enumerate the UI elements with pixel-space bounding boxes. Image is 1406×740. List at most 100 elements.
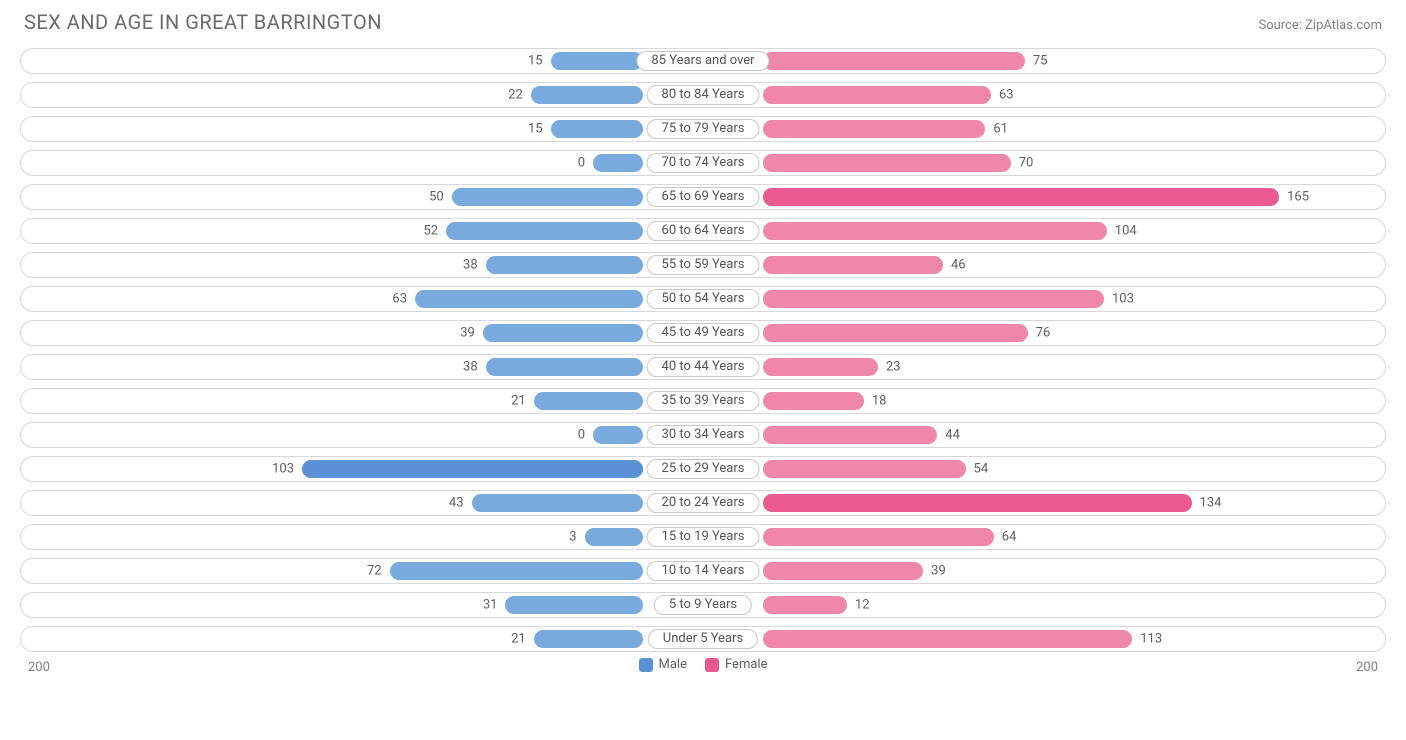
female-bar <box>763 222 1107 240</box>
pyramid-row: 22 63 80 to 84 Years <box>20 82 1386 108</box>
female-bar <box>763 630 1132 648</box>
pyramid-row: 21113Under 5 Years <box>20 626 1386 652</box>
male-bar <box>551 52 643 70</box>
female-value-label: 113 <box>1140 632 1162 647</box>
male-value-label: 39 <box>460 326 475 341</box>
male-bar <box>593 154 643 172</box>
male-bar <box>486 256 643 274</box>
male-bar <box>534 630 643 648</box>
pyramid-row: 15 61 75 to 79 Years <box>20 116 1386 142</box>
male-bar <box>585 528 643 546</box>
female-bar <box>763 494 1192 512</box>
pyramid-row: 04430 to 34 Years <box>20 422 1386 448</box>
female-value-label: 64 <box>1002 530 1017 545</box>
male-bar <box>531 86 643 104</box>
age-group-label: 65 to 69 Years <box>647 187 760 207</box>
male-bar <box>593 426 643 444</box>
age-group-label: 10 to 14 Years <box>647 561 760 581</box>
female-bar <box>763 86 991 104</box>
female-bar <box>763 188 1279 206</box>
age-group-label: 70 to 74 Years <box>647 153 760 173</box>
chart-title: SEX AND AGE IN GREAT BARRINGTON <box>24 10 382 34</box>
chart-legend: Male Female <box>20 657 1386 672</box>
male-value-label: 72 <box>367 564 382 579</box>
male-value-label: 31 <box>483 598 498 613</box>
pyramid-row: 31 12 5 to 9 Years <box>20 592 1386 618</box>
male-bar <box>415 290 643 308</box>
age-group-label: 20 to 24 Years <box>647 493 760 513</box>
male-value-label: 52 <box>423 224 438 239</box>
male-value-label: 21 <box>511 394 526 409</box>
male-bar <box>486 358 643 376</box>
female-value-label: 46 <box>951 258 966 273</box>
female-bar <box>763 358 878 376</box>
age-group-label: 55 to 59 Years <box>647 255 760 275</box>
female-bar <box>763 256 943 274</box>
axis-right-label: 200 <box>1356 660 1378 675</box>
legend-swatch-male <box>639 658 653 672</box>
male-value-label: 15 <box>528 54 543 69</box>
female-value-label: 18 <box>872 394 887 409</box>
pyramid-row: 4313420 to 24 Years <box>20 490 1386 516</box>
axis-left-label: 200 <box>28 660 50 675</box>
age-group-label: 30 to 34 Years <box>647 425 760 445</box>
age-group-label: 5 to 9 Years <box>654 595 752 615</box>
male-bar <box>452 188 643 206</box>
age-group-label: 80 to 84 Years <box>647 85 760 105</box>
female-bar <box>763 52 1025 70</box>
population-pyramid-chart: 15 75 85 Years and over 22 63 80 to 84 Years 1… <box>20 48 1386 652</box>
pyramid-row: 07070 to 74 Years <box>20 150 1386 176</box>
female-value-label: 12 <box>855 598 870 613</box>
pyramid-row: 384655 to 59 Years <box>20 252 1386 278</box>
male-value-label: 15 <box>528 122 543 137</box>
age-group-label: 85 Years and over <box>636 51 769 71</box>
pyramid-row: 36415 to 19 Years <box>20 524 1386 550</box>
chart-source: Source: ZipAtlas.com <box>1258 18 1382 33</box>
pyramid-row: 211835 to 39 Years <box>20 388 1386 414</box>
female-bar <box>763 120 985 138</box>
female-value-label: 165 <box>1287 190 1309 205</box>
chart-header: SEX AND AGE IN GREAT BARRINGTON Source: … <box>20 10 1386 34</box>
male-bar <box>446 222 643 240</box>
female-bar <box>763 528 994 546</box>
age-group-label: 15 to 19 Years <box>647 527 760 547</box>
pyramid-row: 15 75 85 Years and over <box>20 48 1386 74</box>
male-value-label: 38 <box>463 360 478 375</box>
age-group-label: 50 to 54 Years <box>647 289 760 309</box>
female-bar <box>763 460 966 478</box>
male-value-label: 50 <box>429 190 444 205</box>
male-value-label: 22 <box>508 88 523 103</box>
age-group-label: 40 to 44 Years <box>647 357 760 377</box>
pyramid-row: 38 23 40 to 44 Years <box>20 354 1386 380</box>
legend-swatch-female <box>705 658 719 672</box>
pyramid-row: 5210460 to 64 Years <box>20 218 1386 244</box>
pyramid-row: 63 103 50 to 54 Years <box>20 286 1386 312</box>
female-value-label: 103 <box>1112 292 1134 307</box>
age-group-label: 75 to 79 Years <box>647 119 760 139</box>
pyramid-row: 397645 to 49 Years <box>20 320 1386 346</box>
pyramid-row: 50 165 65 to 69 Years <box>20 184 1386 210</box>
female-value-label: 63 <box>999 88 1014 103</box>
legend-label-female: Female <box>725 657 767 672</box>
female-bar <box>763 154 1011 172</box>
female-value-label: 61 <box>993 122 1008 137</box>
male-value-label: 0 <box>578 428 585 443</box>
male-value-label: 43 <box>449 496 464 511</box>
female-value-label: 23 <box>886 360 901 375</box>
female-value-label: 75 <box>1033 54 1048 69</box>
female-value-label: 76 <box>1036 326 1051 341</box>
pyramid-row: 723910 to 14 Years <box>20 558 1386 584</box>
age-group-label: 60 to 64 Years <box>647 221 760 241</box>
female-bar <box>763 392 864 410</box>
female-bar <box>763 562 923 580</box>
male-value-label: 0 <box>578 156 585 171</box>
legend-item-female: Female <box>705 657 767 672</box>
age-group-label: 25 to 29 Years <box>647 459 760 479</box>
male-bar <box>534 392 643 410</box>
male-bar <box>302 460 643 478</box>
male-value-label: 63 <box>392 292 407 307</box>
legend-item-male: Male <box>639 657 687 672</box>
male-value-label: 103 <box>272 462 294 477</box>
female-bar <box>763 290 1104 308</box>
male-bar <box>390 562 643 580</box>
